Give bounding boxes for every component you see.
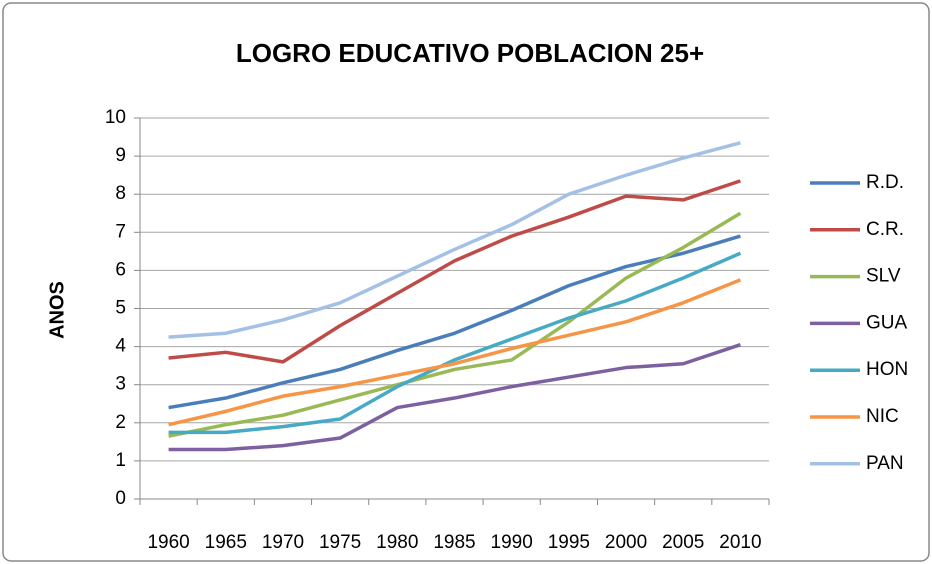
x-tick-label: 1980 xyxy=(376,532,418,553)
legend-label: PAN xyxy=(866,453,904,474)
y-tick-label: 7 xyxy=(115,221,126,242)
x-tick-label: 1975 xyxy=(319,532,361,553)
x-tick-label: 2005 xyxy=(662,532,704,553)
y-tick-label: 0 xyxy=(115,488,126,509)
series-line xyxy=(168,251,742,435)
y-tick-label: 9 xyxy=(115,145,126,166)
series-line xyxy=(168,141,741,339)
y-tick-label: 4 xyxy=(115,336,126,357)
y-tick-label: 5 xyxy=(115,298,126,319)
x-tick-label: 1970 xyxy=(262,532,304,553)
y-tick-label: 1 xyxy=(115,450,126,471)
y-axis-label: ANOS xyxy=(46,281,68,339)
legend-label: HON xyxy=(866,359,908,380)
series-line xyxy=(168,278,742,427)
legend-label: R.D. xyxy=(866,172,904,193)
x-tick-label: 1960 xyxy=(147,532,189,553)
y-tick-label: 2 xyxy=(115,412,126,433)
x-tick-label: 1985 xyxy=(433,532,475,553)
legend-label: NIC xyxy=(866,406,899,427)
legend-label: SLV xyxy=(866,266,901,287)
x-tick-label: 1965 xyxy=(205,532,247,553)
x-tick-label: 1990 xyxy=(491,532,533,553)
series-line xyxy=(168,211,742,438)
x-tick-label: 2000 xyxy=(605,532,647,553)
legend-label: GUA xyxy=(866,312,908,333)
chart-title: LOGRO EDUCATIVO POBLACION 25+ xyxy=(236,38,704,68)
legend-label: C.R. xyxy=(866,219,904,240)
x-tick-label: 1995 xyxy=(548,532,590,553)
series-line xyxy=(168,343,741,452)
y-tick-label: 3 xyxy=(115,374,126,395)
y-tick-label: 6 xyxy=(115,259,126,280)
y-tick-label: 10 xyxy=(105,107,126,128)
x-tick-label: 2010 xyxy=(719,532,761,553)
y-tick-label: 8 xyxy=(115,183,126,204)
series-line xyxy=(168,179,741,364)
series-line xyxy=(168,234,741,410)
